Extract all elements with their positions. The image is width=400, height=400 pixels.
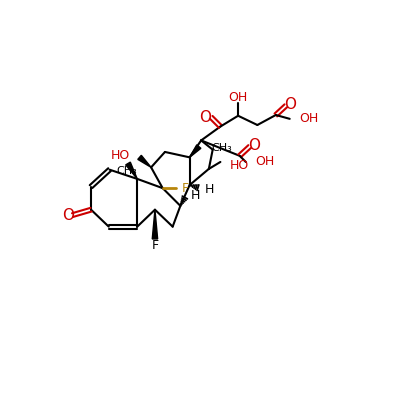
Text: F: F [182, 182, 189, 195]
Text: HO: HO [230, 159, 249, 172]
Polygon shape [152, 210, 158, 239]
Polygon shape [190, 145, 201, 157]
Text: O: O [248, 138, 260, 152]
Text: H: H [205, 183, 214, 196]
Text: O: O [284, 97, 296, 112]
Polygon shape [126, 162, 137, 179]
Polygon shape [138, 155, 151, 167]
Text: OH: OH [228, 91, 248, 104]
Text: F: F [151, 239, 158, 252]
Text: OH: OH [255, 156, 274, 168]
Text: O: O [62, 208, 74, 222]
Text: OH: OH [299, 112, 318, 125]
Text: CH₃: CH₃ [211, 143, 232, 153]
Text: CH₃: CH₃ [116, 166, 137, 176]
Text: HO: HO [110, 148, 130, 162]
Text: H: H [191, 189, 200, 202]
Text: O: O [199, 110, 211, 125]
